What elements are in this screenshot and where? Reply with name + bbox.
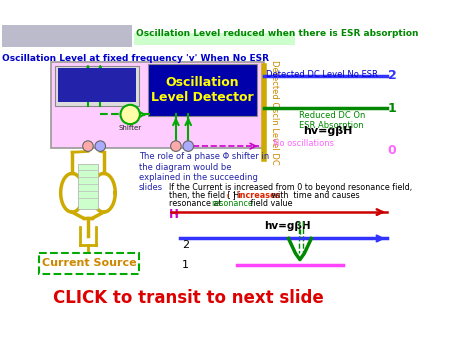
FancyBboxPatch shape — [39, 252, 139, 274]
Text: Φ: Φ — [125, 108, 135, 121]
Text: field value: field value — [248, 199, 292, 208]
FancyBboxPatch shape — [148, 64, 257, 116]
FancyBboxPatch shape — [2, 25, 132, 47]
Text: resonance at: resonance at — [169, 199, 224, 208]
Text: resonance: resonance — [211, 199, 253, 208]
Text: No oscillations: No oscillations — [273, 139, 333, 148]
FancyBboxPatch shape — [78, 164, 98, 210]
Text: 2: 2 — [182, 240, 189, 250]
Text: Oscillator: Oscillator — [63, 78, 130, 91]
Text: then, the field [ H: then, the field [ H — [169, 191, 239, 200]
Text: increases: increases — [238, 191, 281, 200]
Text: with  time and causes: with time and causes — [269, 191, 360, 200]
Text: hv=gβH: hv=gβH — [303, 126, 353, 136]
Text: Oscillation Level reduced when there is ESR absorption: Oscillation Level reduced when there is … — [136, 29, 419, 38]
Text: 2: 2 — [388, 69, 396, 82]
Text: Detected DC Level No ESR: Detected DC Level No ESR — [266, 71, 378, 79]
FancyBboxPatch shape — [58, 68, 136, 102]
Text: Detected Oscln Level DC: Detected Oscln Level DC — [270, 61, 279, 165]
Text: 1: 1 — [388, 102, 396, 115]
Circle shape — [183, 141, 194, 151]
Text: Current Source: Current Source — [41, 258, 136, 268]
Text: H: H — [169, 208, 179, 221]
Text: CLICK to transit to next slide: CLICK to transit to next slide — [53, 289, 324, 307]
Text: hv=gβH: hv=gβH — [264, 221, 310, 231]
Text: Reduced DC On
ESR Absorption: Reduced DC On ESR Absorption — [299, 111, 365, 130]
Text: ₜ: ₜ — [227, 191, 230, 200]
Text: Oscillation Level at fixed frequency 'v' When No ESR: Oscillation Level at fixed frequency 'v'… — [2, 54, 269, 63]
Text: 0: 0 — [388, 144, 396, 157]
Text: If the Current is increased from 0 to beyond resonance field,: If the Current is increased from 0 to be… — [169, 183, 412, 192]
Text: ₜ: ₜ — [175, 210, 179, 219]
Circle shape — [171, 141, 181, 151]
Text: The role of a phase Φ shifter in
the diagram would be
explained in the succeedin: The role of a phase Φ shifter in the dia… — [139, 152, 269, 192]
Circle shape — [121, 105, 140, 124]
FancyBboxPatch shape — [134, 33, 295, 45]
Text: 1: 1 — [182, 260, 189, 270]
FancyBboxPatch shape — [51, 62, 264, 148]
Text: Oscillation
Level Detector: Oscillation Level Detector — [151, 76, 254, 104]
Text: Shifter: Shifter — [119, 125, 142, 131]
FancyBboxPatch shape — [55, 66, 139, 106]
Circle shape — [83, 141, 93, 151]
Text: ]: ] — [230, 191, 238, 200]
Circle shape — [95, 141, 106, 151]
